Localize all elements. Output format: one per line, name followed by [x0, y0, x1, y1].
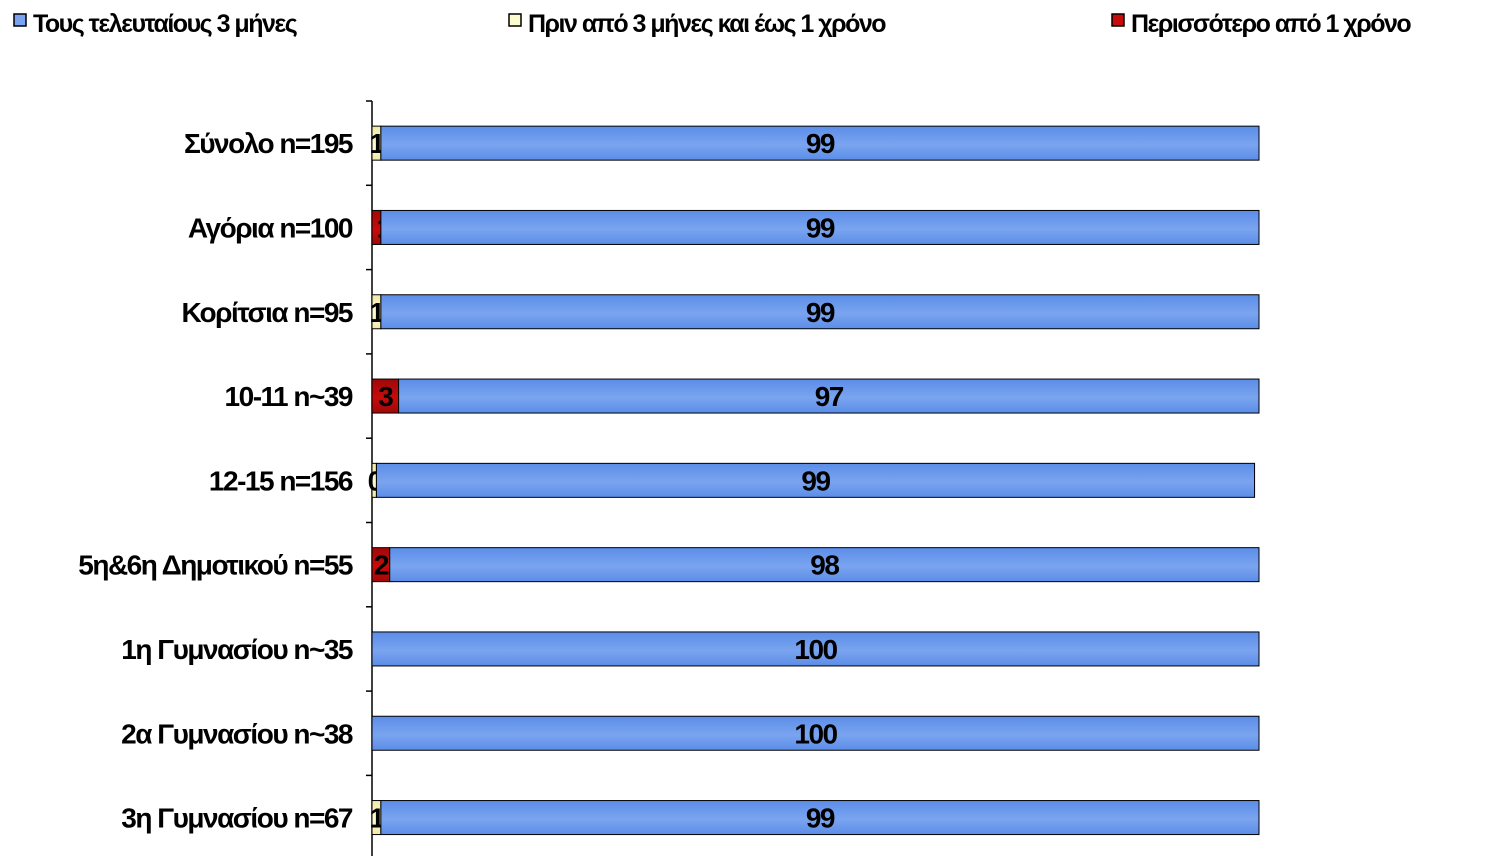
- legend-label-old: Περισσότερο από 1 χρόνο: [1131, 10, 1411, 38]
- data-label-recent: 99: [806, 212, 835, 243]
- category-label: 10-11 n~39: [225, 381, 353, 412]
- data-label-recent: 100: [794, 718, 837, 749]
- legend-item-old: Περισσότερο από 1 χρόνο: [1111, 10, 1413, 38]
- category-label: 2α Γυμνασίου n~38: [121, 718, 353, 749]
- legend-swatch-recent: [13, 13, 27, 27]
- bar-segment-recent: [371, 631, 1260, 667]
- category-label: 12-15 n=156: [209, 465, 353, 496]
- data-label-recent: 99: [801, 465, 830, 496]
- data-label-recent: 98: [810, 550, 839, 581]
- legend-label-mid: Πριν από 3 μήνες και έως 1 χρόνο: [528, 10, 886, 38]
- bar-segment-recent: [380, 800, 1260, 836]
- category-label: Αγόρια n=100: [188, 212, 353, 243]
- data-label-recent: 99: [806, 803, 835, 834]
- bar-segment-recent: [389, 547, 1260, 583]
- bar-segment-recent: [375, 462, 1256, 498]
- category-label: 3η Γυμνασίου n=67: [121, 803, 353, 834]
- bar-segment-recent: [371, 715, 1260, 751]
- category-label: Σύνολο n=195: [184, 128, 353, 159]
- data-label-recent: 97: [815, 381, 844, 412]
- legend-item-mid: Πριν από 3 μήνες και έως 1 χρόνο: [508, 10, 888, 38]
- data-label-old: 3: [378, 381, 393, 412]
- legend-swatch-mid: [508, 13, 522, 27]
- legend-swatch-old: [1111, 13, 1125, 27]
- category-label: 1η Γυμνασίου n~35: [121, 634, 353, 665]
- legend: Τους τελευταίους 3 μήνες Πριν από 3 μήνε…: [13, 10, 1413, 38]
- legend-label-recent: Τους τελευταίους 3 μήνες: [33, 10, 298, 38]
- bar-segment-recent: [380, 209, 1260, 245]
- data-label-recent: 99: [806, 297, 835, 328]
- data-label-recent: 99: [806, 128, 835, 159]
- bar-segment-recent: [380, 125, 1260, 161]
- legend-item-recent: Τους τελευταίους 3 μήνες: [13, 10, 299, 38]
- category-label: Κορίτσια n=95: [181, 297, 352, 328]
- data-label-recent: 100: [794, 634, 837, 665]
- category-label: 5η&6η Δημοτικού n=55: [78, 550, 353, 581]
- data-label-old: 2: [374, 550, 389, 581]
- bar-segment-recent: [398, 378, 1260, 414]
- bar-segment-recent: [380, 294, 1260, 330]
